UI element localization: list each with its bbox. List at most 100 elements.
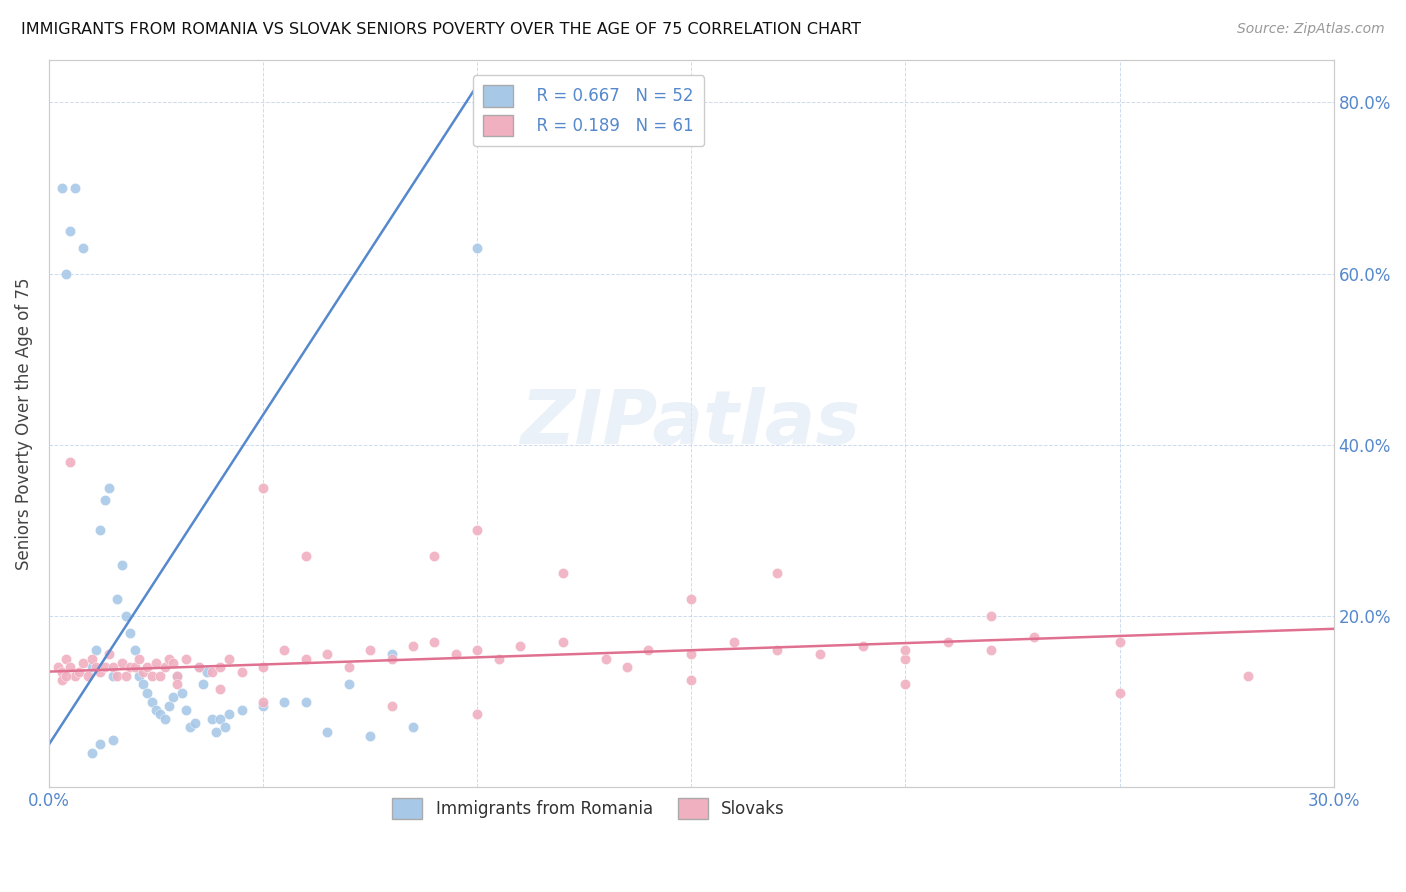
Point (359, 729, 381, 743)
Point (149, 669, 172, 683)
Point (209, 712, 232, 726)
Point (252, 481, 274, 495)
Point (170, 686, 193, 700)
Point (128, 652, 150, 666)
Point (380, 698, 402, 713)
Point (174, 703, 197, 717)
Point (380, 648, 402, 662)
Point (252, 695, 274, 709)
Point (103, 669, 125, 683)
Point (89, 665, 111, 679)
Point (162, 656, 184, 670)
Point (980, 643, 1002, 657)
Point (141, 695, 163, 709)
Point (103, 733, 125, 747)
Point (295, 549, 318, 563)
Point (218, 652, 240, 666)
Point (93, 493, 115, 508)
Point (93, 660, 115, 674)
Point (141, 669, 163, 683)
Point (103, 660, 125, 674)
Point (80, 652, 103, 666)
Point (136, 660, 159, 674)
Point (145, 656, 167, 670)
Point (145, 703, 167, 717)
Point (183, 716, 205, 731)
Point (153, 660, 176, 674)
Point (273, 695, 295, 709)
Point (132, 677, 155, 691)
Point (201, 712, 224, 726)
Point (295, 652, 318, 666)
Point (63, 181, 86, 195)
Point (59, 455, 82, 469)
Point (191, 677, 214, 691)
Point (136, 686, 159, 700)
Text: IMMIGRANTS FROM ROMANIA VS SLOVAK SENIORS POVERTY OVER THE AGE OF 75 CORRELATION: IMMIGRANTS FROM ROMANIA VS SLOVAK SENIOR… (21, 22, 860, 37)
Point (115, 669, 138, 683)
Point (107, 591, 129, 606)
Point (201, 665, 224, 679)
Point (681, 648, 703, 662)
Point (80, 660, 103, 674)
Point (316, 724, 339, 739)
Point (1108, 634, 1130, 648)
Point (84, 643, 107, 657)
Point (231, 703, 253, 717)
Point (89, 737, 111, 751)
Point (187, 660, 209, 674)
Point (551, 634, 574, 648)
Point (120, 626, 142, 640)
Point (162, 690, 184, 705)
Point (97, 481, 120, 495)
Point (111, 656, 134, 670)
Point (51, 181, 73, 195)
Point (766, 566, 789, 581)
Point (209, 681, 232, 696)
Point (63, 669, 86, 683)
Point (1237, 669, 1260, 683)
Point (157, 652, 180, 666)
Text: Source: ZipAtlas.com: Source: ZipAtlas.com (1237, 22, 1385, 37)
Point (852, 639, 875, 653)
Point (115, 609, 138, 624)
Point (465, 524, 488, 538)
Point (120, 660, 142, 674)
Point (509, 639, 531, 653)
Point (488, 652, 510, 666)
Point (174, 652, 197, 666)
Point (681, 591, 703, 606)
Point (359, 643, 381, 657)
Point (337, 677, 360, 691)
Point (89, 524, 111, 538)
Point (423, 634, 446, 648)
Point (179, 720, 201, 734)
Point (465, 643, 488, 657)
Point (157, 698, 180, 713)
Legend: Immigrants from Romania, Slovaks: Immigrants from Romania, Slovaks (385, 791, 792, 826)
Point (231, 665, 253, 679)
Point (187, 660, 209, 674)
Point (124, 643, 146, 657)
Point (166, 677, 188, 691)
Point (465, 241, 488, 255)
Point (380, 652, 402, 666)
Point (1108, 686, 1130, 700)
Text: ZIPatlas: ZIPatlas (522, 387, 862, 460)
Point (55, 652, 77, 666)
Point (72, 656, 94, 670)
Point (316, 648, 339, 662)
Point (80, 746, 103, 760)
Point (252, 660, 274, 674)
Point (55, 669, 77, 683)
Point (214, 720, 236, 734)
Point (423, 549, 446, 563)
Point (46, 660, 69, 674)
Point (681, 673, 703, 688)
Point (637, 643, 659, 657)
Point (209, 660, 232, 674)
Point (55, 267, 77, 281)
Point (51, 673, 73, 688)
Point (59, 224, 82, 238)
Point (936, 634, 959, 648)
